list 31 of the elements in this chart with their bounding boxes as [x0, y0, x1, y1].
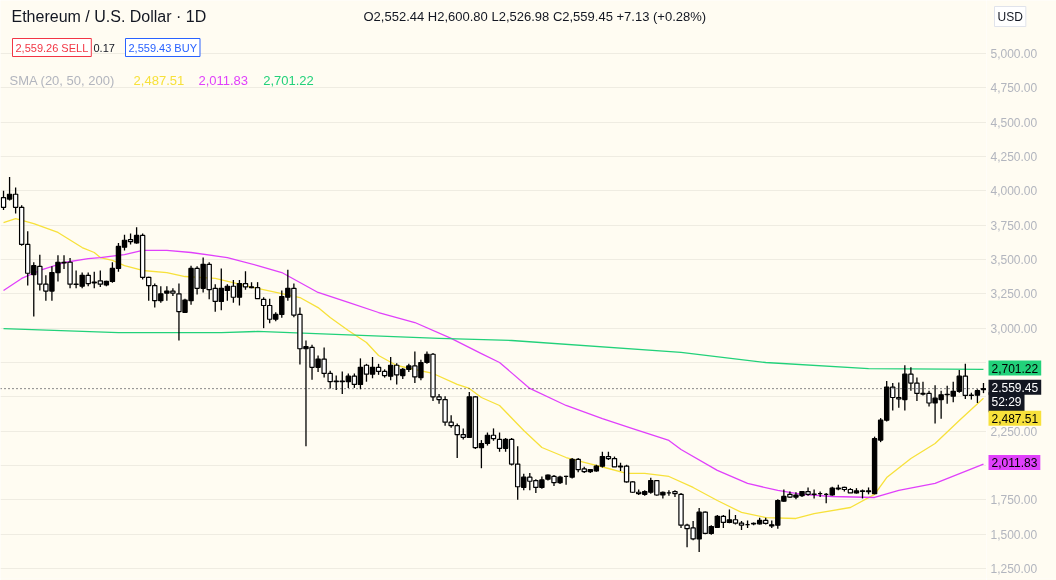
- text: USD: [997, 9, 1024, 24]
- text: 2,011.83: [991, 456, 1038, 470]
- y-tick-label: 2,250.00: [990, 424, 1038, 439]
- y-tick-label: 1,500.00: [990, 527, 1038, 542]
- text: Ethereum / U.S. Dollar · 1D: [11, 8, 207, 25]
- y-tick-label: 4,250.00: [990, 150, 1038, 164]
- annotation: 2,487.51: [133, 73, 185, 88]
- y-tick-label: 3,250.00: [990, 287, 1038, 302]
- y-tick-label: 5,000.00: [990, 47, 1038, 62]
- annotation: 2,559.43 BUY: [128, 41, 198, 54]
- y-tick-label: 1,250.00: [990, 561, 1038, 576]
- annotation: 2,701.22: [263, 73, 314, 88]
- y-tick-label: 4,750.00: [990, 81, 1038, 96]
- annotation: 0.17: [93, 41, 115, 54]
- text: O2,552.44 H2,600.80 L2,526.98 C2,559.45 +7.13 (+0.28%): [363, 9, 707, 24]
- ref-line-label: 2,559.45: [991, 380, 1039, 395]
- text: 2,701.22: [991, 361, 1039, 376]
- line-series: [2, 249, 985, 499]
- annotation: 2,559.26 SELL: [15, 41, 89, 54]
- y-tick-label: 4,500.00: [990, 115, 1038, 130]
- y-tick-label: 1,750.00: [990, 493, 1038, 508]
- y-tick-label: 3,500.00: [990, 252, 1038, 267]
- line-series: [2, 217, 985, 520]
- line-series: [2, 327, 985, 370]
- text: 52:29: [991, 395, 1022, 410]
- text: 2,487.51: [991, 411, 1039, 426]
- annotation: SMA (20, 50, 200): [9, 73, 115, 88]
- y-tick-label: 3,000.00: [990, 321, 1038, 336]
- annotation: 2,011.83: [198, 73, 249, 88]
- y-tick-label: 4,000.00: [990, 184, 1038, 199]
- y-tick-label: 3,750.00: [990, 218, 1038, 233]
